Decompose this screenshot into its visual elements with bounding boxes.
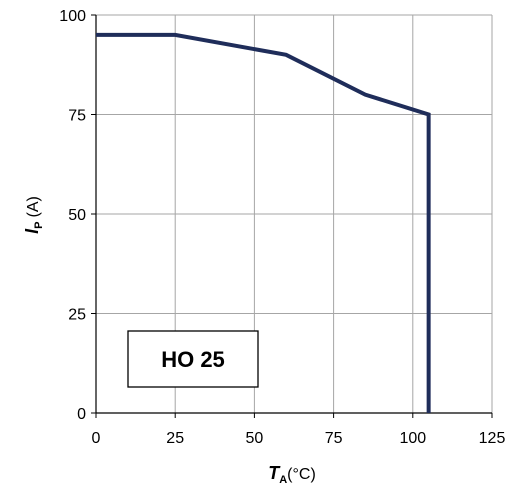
x-tick-label: 125 xyxy=(479,430,506,447)
series-line xyxy=(96,32,431,413)
series-layer xyxy=(96,32,431,413)
annotation-frame xyxy=(127,330,259,388)
y-tick-label: 0 xyxy=(77,406,86,423)
annotation-label: HO 25 xyxy=(161,347,225,372)
tick-labels: 0 25 50 75 100 0 25 50 75 100 125 xyxy=(59,8,505,447)
y-tick-label: 25 xyxy=(68,307,86,324)
grid xyxy=(96,14,493,413)
x-tick-label: 75 xyxy=(325,430,343,447)
annotation-box: HO 25 xyxy=(127,330,259,388)
y-tick-label: 100 xyxy=(59,8,86,25)
y-axis-title: IP(A) xyxy=(22,196,45,234)
axes xyxy=(91,14,493,418)
x-axis-title: TA(°C) xyxy=(268,463,316,486)
y-tick-label: 75 xyxy=(68,108,86,125)
x-tick-label: 100 xyxy=(399,430,426,447)
x-tick-label: 25 xyxy=(166,430,184,447)
x-tick-label: 0 xyxy=(92,430,101,447)
y-tick-label: 50 xyxy=(68,207,86,224)
x-tick-label: 50 xyxy=(246,430,264,447)
